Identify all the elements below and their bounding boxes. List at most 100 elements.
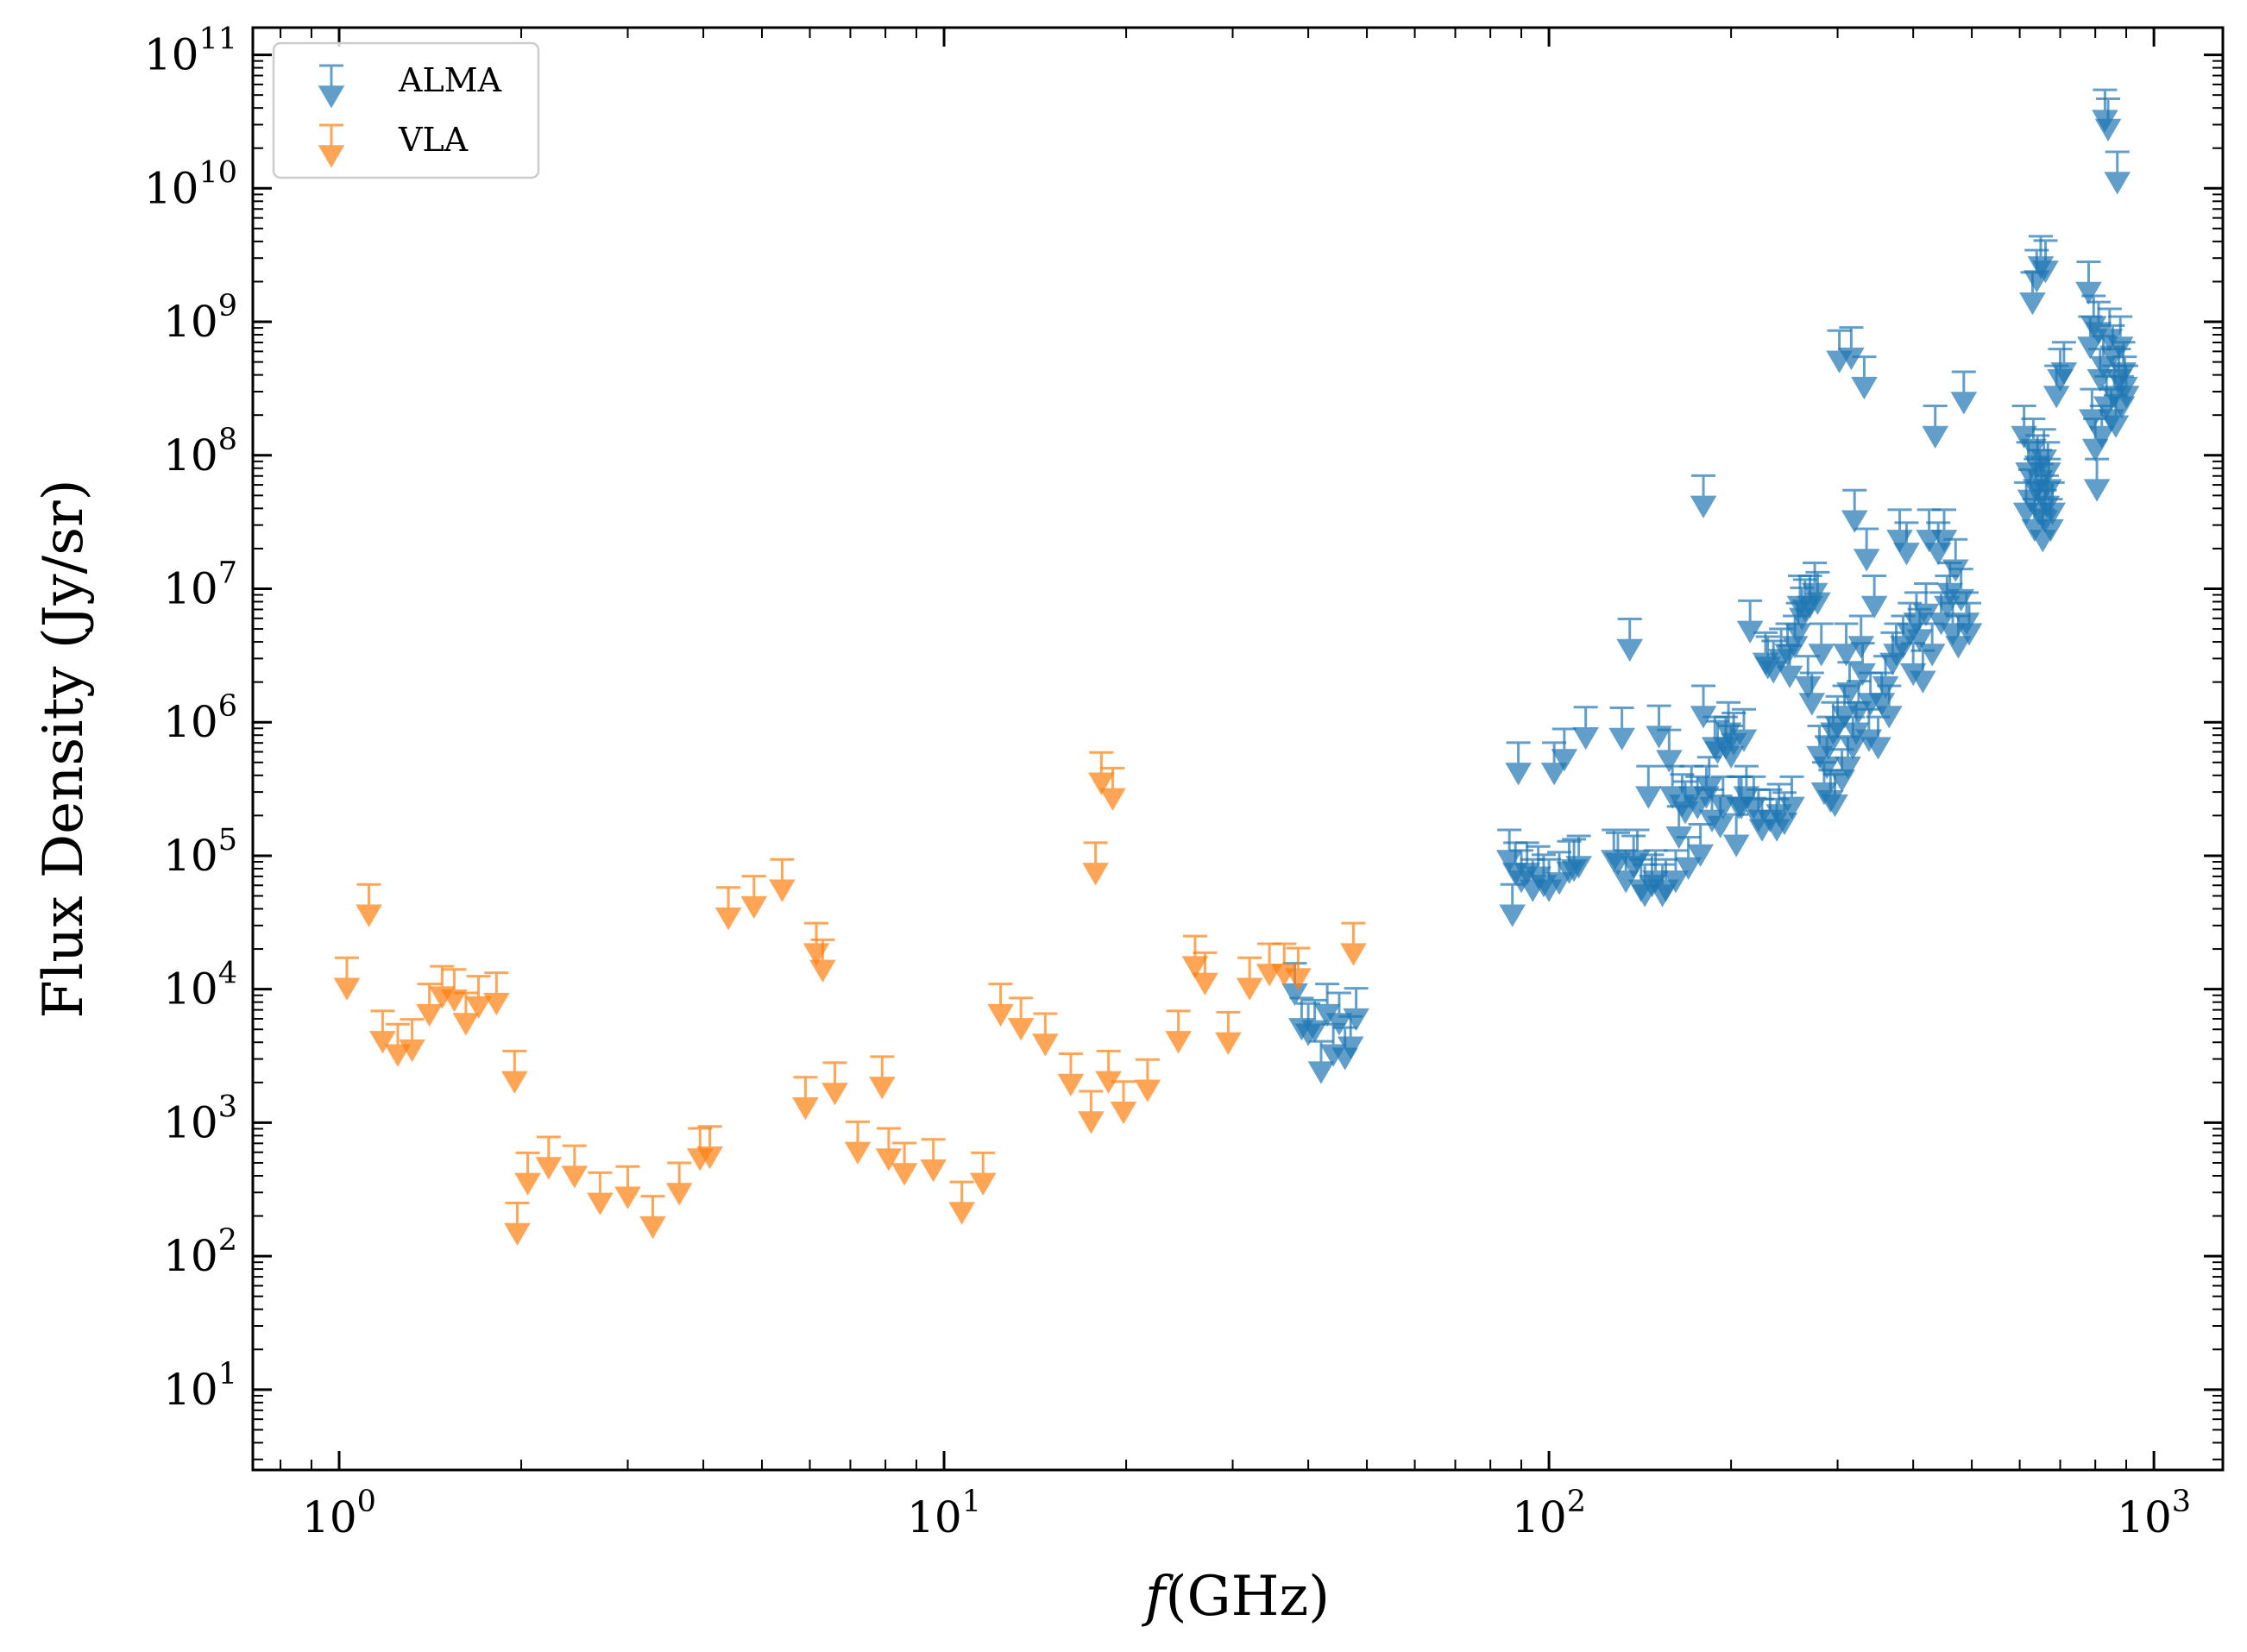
alma-upper-limit-point: [1778, 775, 1805, 820]
vla-upper-limit-point: [1340, 921, 1367, 966]
x-tick-label-exponent: 0: [357, 1485, 376, 1519]
alma-upper-limit-point: [1804, 570, 1831, 615]
alma-upper-limit-point: [1730, 707, 1758, 752]
vla-upper-limit-point: [1007, 996, 1035, 1041]
alma-upper-limit-point: [1675, 836, 1702, 881]
y-tick-label-base: 10: [163, 697, 218, 747]
vla-upper-limit-point: [501, 1049, 528, 1094]
y-tick-label-exponent: 5: [218, 823, 237, 857]
y-tick-label: 104: [163, 957, 237, 1014]
alma-upper-limit-point: [1808, 622, 1835, 667]
y-tick-label-base: 10: [163, 1231, 218, 1281]
x-tick-labels: 100 101 102 103: [302, 1485, 2191, 1542]
alma-upper-limit-point: [1707, 794, 1734, 839]
y-tick-label: 108: [163, 423, 237, 481]
vla-upper-limit-point: [587, 1171, 614, 1215]
alma-upper-limit-point: [2075, 261, 2102, 305]
vla-upper-limit-point: [333, 956, 361, 1001]
alma-upper-limit-point: [1838, 326, 1865, 371]
y-tick-label-base: 10: [163, 563, 218, 613]
alma-upper-limit-point: [1845, 680, 1872, 725]
vla-upper-limit-point: [1134, 1058, 1161, 1102]
vla-upper-limit-point: [614, 1165, 641, 1209]
alma-upper-limit-point: [2094, 97, 2122, 141]
vla-upper-limit-point: [504, 1202, 531, 1247]
alma-upper-limit-point: [1545, 851, 1573, 895]
vla-upper-limit-point: [1110, 1080, 1137, 1125]
y-tick-label: 106: [163, 689, 237, 747]
vla-upper-limit-point: [1181, 934, 1209, 979]
vla-upper-limit-point: [1236, 956, 1263, 1001]
y-tick-label-exponent: 4: [218, 957, 237, 991]
vla-upper-limit-point: [1215, 1010, 1242, 1055]
vla-upper-limit-point: [792, 1076, 819, 1121]
y-tick-label: 101: [163, 1357, 237, 1415]
alma-upper-limit-point: [1325, 991, 1353, 1036]
alma-upper-limit-point: [1798, 671, 1826, 716]
alma-upper-limit-point: [1841, 488, 1868, 533]
alma-upper-limit-point: [1853, 527, 1880, 572]
y-tick-label-base: 10: [144, 30, 199, 80]
vla-upper-limit-point: [920, 1138, 947, 1183]
plot-area-background: [253, 28, 2223, 1470]
series-vla: [333, 751, 1367, 1247]
legend-marker-alma: [318, 64, 345, 109]
x-tick-label: 103: [2117, 1485, 2191, 1542]
x-axis-title: f(GHz): [1142, 1565, 1330, 1629]
y-tick-label-exponent: 6: [218, 689, 237, 724]
vla-upper-limit-point: [1088, 751, 1115, 795]
x-tick-label-base: 10: [2117, 1492, 2172, 1542]
vla-upper-limit-point: [969, 1151, 997, 1196]
x-tick-label: 102: [1512, 1485, 1586, 1542]
alma-upper-limit-point: [1540, 741, 1568, 786]
legend-box: [272, 41, 540, 179]
y-tick-label-exponent: 10: [198, 155, 237, 190]
alma-upper-limit-point: [1875, 684, 1903, 729]
y-tick-label-base: 10: [163, 1365, 218, 1415]
y-tick-label: 1010: [144, 155, 237, 213]
y-tick-label: 105: [163, 823, 237, 881]
vla-upper-limit-point: [514, 1151, 541, 1196]
alma-upper-limit-point: [2032, 239, 2059, 284]
alma-upper-limit-point: [1950, 370, 1978, 415]
y-axis-title: Flux Density (Jy/sr): [32, 479, 96, 1018]
alma-upper-limit-point: [1313, 983, 1341, 1027]
vla-upper-limit-point: [1082, 841, 1109, 886]
vla-upper-limit-point: [384, 1022, 412, 1067]
x-tick-label: 101: [907, 1485, 981, 1542]
legend: ALMA VLA: [272, 41, 540, 179]
vla-upper-limit-point: [948, 1180, 975, 1225]
y-tick-label-base: 10: [163, 430, 218, 481]
alma-upper-limit-point: [2085, 300, 2112, 345]
alma-upper-limit-point: [1662, 849, 1690, 894]
alma-upper-limit-point: [2104, 150, 2131, 195]
y-tick-label-base: 10: [163, 297, 218, 347]
legend-marker-vla: [318, 123, 345, 168]
vla-upper-limit-point: [875, 1127, 903, 1171]
y-tick-label-exponent: 8: [218, 423, 237, 457]
y-tick-label-exponent: 2: [218, 1223, 237, 1258]
alma-upper-limit-point: [2035, 457, 2062, 502]
alma-upper-limit-point: [2039, 481, 2067, 525]
alma-upper-limit-point: [1565, 834, 1592, 879]
y-tick-label-exponent: 9: [218, 289, 237, 323]
vla-upper-limit-point: [399, 1018, 425, 1063]
vla-upper-limit-point: [441, 968, 468, 1013]
alma-upper-limit-point: [1865, 715, 1891, 760]
vla-upper-limit-point: [821, 1061, 848, 1106]
alma-upper-limit-point: [2050, 341, 2078, 386]
y-tick-label-exponent: 3: [218, 1090, 237, 1124]
y-tick-label-base: 10: [163, 831, 218, 881]
vla-upper-limit-point: [356, 883, 382, 927]
series-alma: [1281, 88, 2140, 1084]
x-tick-label-exponent: 2: [1567, 1485, 1586, 1519]
x-axis-ticks: [280, 28, 2156, 1470]
x-tick-label-base: 10: [302, 1492, 357, 1542]
alma-upper-limit-point: [1918, 622, 1946, 667]
vla-upper-limit-point: [891, 1141, 918, 1186]
legend-marker-alma-symbol: [318, 64, 345, 109]
alma-upper-limit-point: [1851, 355, 1878, 400]
alma-upper-limit-point: [1616, 618, 1644, 662]
x-tick-label-exponent: 1: [962, 1485, 981, 1519]
